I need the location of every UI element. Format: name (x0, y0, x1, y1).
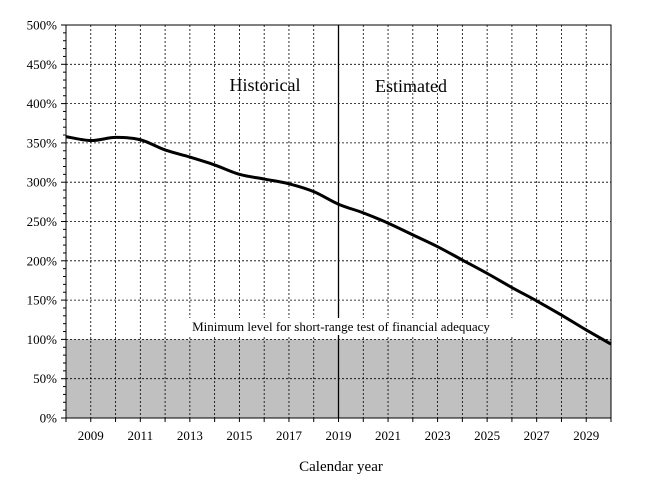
y-tick-label: 300% (27, 175, 58, 190)
y-tick-label: 50% (33, 371, 57, 386)
x-tick-label: 2013 (177, 428, 203, 443)
series-line (65, 135, 612, 346)
y-tick-label: 400% (27, 96, 58, 111)
x-tick-label: 2021 (375, 428, 401, 443)
x-axis: 2009 2011 2013 2015 2017 2019 2021 2023 2025 2027… (65, 418, 612, 443)
y-tick-label: 450% (27, 57, 58, 72)
x-tick-label: 2009 (78, 428, 104, 443)
x-tick-label: 2011 (128, 428, 154, 443)
y-tick-label: 150% (27, 293, 58, 308)
y-tick-label: 250% (27, 214, 58, 229)
y-axis: 0% 50% 100% 150% 200% 250% 300% 350% 400% 450% 500… (27, 18, 66, 426)
y-tick-label: 100% (27, 332, 58, 347)
threshold-label: Minimum level for short-range test of fi… (192, 319, 490, 334)
x-tick-label: 2017 (276, 428, 303, 443)
y-tick-label: 350% (27, 135, 58, 150)
y-tick-label: 500% (27, 18, 58, 33)
x-tick-label: 2023 (425, 428, 451, 443)
x-tick-label: 2029 (573, 428, 599, 443)
historical-label: Historical (230, 75, 301, 95)
x-tick-label: 2025 (474, 428, 500, 443)
x-tick-label: 2015 (226, 428, 252, 443)
x-tick-label: 2019 (326, 428, 352, 443)
x-axis-label: Calendar year (299, 459, 383, 475)
y-tick-label: 0% (40, 411, 58, 426)
y-tick-label: 200% (27, 253, 58, 268)
estimated-label: Estimated (375, 76, 447, 96)
threshold-label-bg (168, 318, 514, 335)
x-tick-label: 2027 (524, 428, 551, 443)
